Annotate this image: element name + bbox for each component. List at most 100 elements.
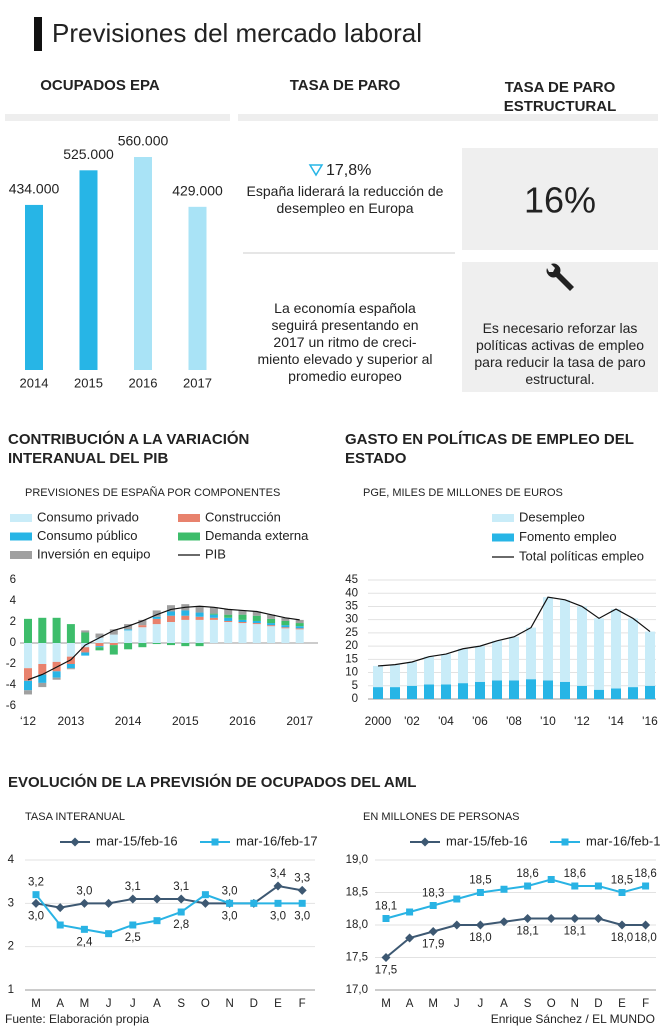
value-label: 18,1 xyxy=(375,901,397,913)
marker xyxy=(561,838,569,846)
section-title: EVOLUCIÓN DE LA PREVISIÓN DE OCUPADOS DE… xyxy=(8,774,417,791)
marker xyxy=(177,908,185,916)
bar xyxy=(188,206,207,370)
bar-segment xyxy=(138,625,147,628)
marker xyxy=(381,953,391,962)
x-tick-label: '06 xyxy=(472,714,488,728)
x-tick-label: E xyxy=(618,998,626,1010)
marker xyxy=(476,889,484,896)
y-tick-label: 18,0 xyxy=(346,919,368,931)
x-tick-label: '02 xyxy=(404,714,420,728)
value-label: 18,0 xyxy=(469,932,491,944)
bar-segment xyxy=(195,606,204,613)
value-label: 3,0 xyxy=(270,910,286,922)
value-label: 18,6 xyxy=(516,868,538,880)
bar-segment xyxy=(238,623,247,643)
y-tick-label: 2 xyxy=(8,941,14,953)
x-tick-label: O xyxy=(547,998,556,1010)
y-tick-label: -2 xyxy=(6,658,16,670)
chart-title: GASTO EN POLÍTICAS DE EMPLEO DEL ESTADO xyxy=(345,431,634,467)
bar-segment xyxy=(267,623,276,626)
bar-segment xyxy=(252,624,261,643)
bar-segment xyxy=(267,618,276,624)
value-label: 3,1 xyxy=(125,881,141,893)
bar-segment xyxy=(209,607,218,614)
bar-segment xyxy=(252,623,261,625)
marker xyxy=(226,899,234,907)
bar-segment xyxy=(281,620,290,626)
bar-segment xyxy=(167,615,175,622)
x-tick-label: J xyxy=(130,998,136,1010)
marker xyxy=(128,894,138,904)
bar-segment xyxy=(441,654,451,685)
bar-segment xyxy=(167,611,175,616)
value-label: 3,0 xyxy=(222,885,238,897)
y-tick-label: 2 xyxy=(10,616,16,628)
bar-segment xyxy=(281,625,290,628)
x-tick-label: 2013 xyxy=(58,714,85,728)
bar xyxy=(25,204,43,370)
y-tick-label: 25 xyxy=(345,627,358,639)
bar-segment xyxy=(81,647,90,653)
y-tick-label: 5 xyxy=(352,680,358,692)
bar-segment xyxy=(81,630,90,633)
value-label: 3,0 xyxy=(76,885,92,897)
value-label: 560.000 xyxy=(118,133,169,149)
value-label: 18,6 xyxy=(564,868,586,880)
value-label: 3,2 xyxy=(28,877,44,889)
bar-segment xyxy=(295,628,304,630)
bar-segment xyxy=(95,633,104,638)
bar-segment xyxy=(645,685,655,699)
bar-segment xyxy=(267,614,276,619)
bar-segment xyxy=(152,618,161,625)
marker xyxy=(420,837,430,847)
y-tick-label: 4 xyxy=(8,854,15,866)
marker xyxy=(382,915,390,922)
bar-segment xyxy=(224,620,233,622)
marker xyxy=(79,898,89,908)
bar-segment xyxy=(424,656,434,685)
y-tick-label: 17,5 xyxy=(346,952,368,964)
bar-segment xyxy=(594,618,604,690)
marker xyxy=(297,885,307,895)
y-tick-label: 10 xyxy=(345,667,358,679)
marker xyxy=(250,899,258,907)
bar xyxy=(79,170,98,370)
x-tick-label: N xyxy=(225,998,233,1010)
y-tick-label: 19,0 xyxy=(346,854,368,866)
value-label: 3,0 xyxy=(222,910,238,922)
bar-segment xyxy=(124,630,133,643)
marker xyxy=(211,838,219,846)
bar-segment xyxy=(526,627,536,680)
legend-label: Total políticas empleo xyxy=(519,548,644,563)
bar-segment xyxy=(509,680,519,699)
bar-segment xyxy=(424,684,434,699)
chart-subtitle: PREVISIONES DE ESPAÑA POR COMPONENTES xyxy=(25,486,280,499)
bar-segment xyxy=(252,615,261,621)
bar-segment xyxy=(224,609,233,615)
marker xyxy=(546,914,556,923)
x-tick-label: 2016 xyxy=(129,375,158,390)
bar-segment xyxy=(38,682,47,688)
bar-segment xyxy=(152,624,161,643)
value-label: 17,5 xyxy=(375,965,397,977)
bar-segment xyxy=(38,674,47,683)
bar-segment xyxy=(195,612,204,617)
estructural-value: 16% xyxy=(524,180,596,221)
bar-segment xyxy=(24,643,32,669)
bar-segment xyxy=(66,664,75,669)
marker xyxy=(571,882,579,890)
legend-label: Construcción xyxy=(205,509,281,524)
bar xyxy=(134,157,152,370)
x-tick-label: 2000 xyxy=(365,714,392,728)
bar-segment xyxy=(52,671,61,678)
bar-segment xyxy=(109,645,118,655)
value-label: 2,4 xyxy=(76,936,93,948)
x-tick-label: M xyxy=(80,998,90,1010)
credit: Enrique Sánchez / EL MUNDO xyxy=(491,1012,655,1026)
value-label: 3,1 xyxy=(173,881,189,893)
chart-subtitle: EN MILLONES DE PERSONAS xyxy=(363,811,520,823)
bar-segment xyxy=(238,610,247,615)
y-tick-label: 18,5 xyxy=(346,887,368,899)
bar-segment xyxy=(181,610,190,616)
